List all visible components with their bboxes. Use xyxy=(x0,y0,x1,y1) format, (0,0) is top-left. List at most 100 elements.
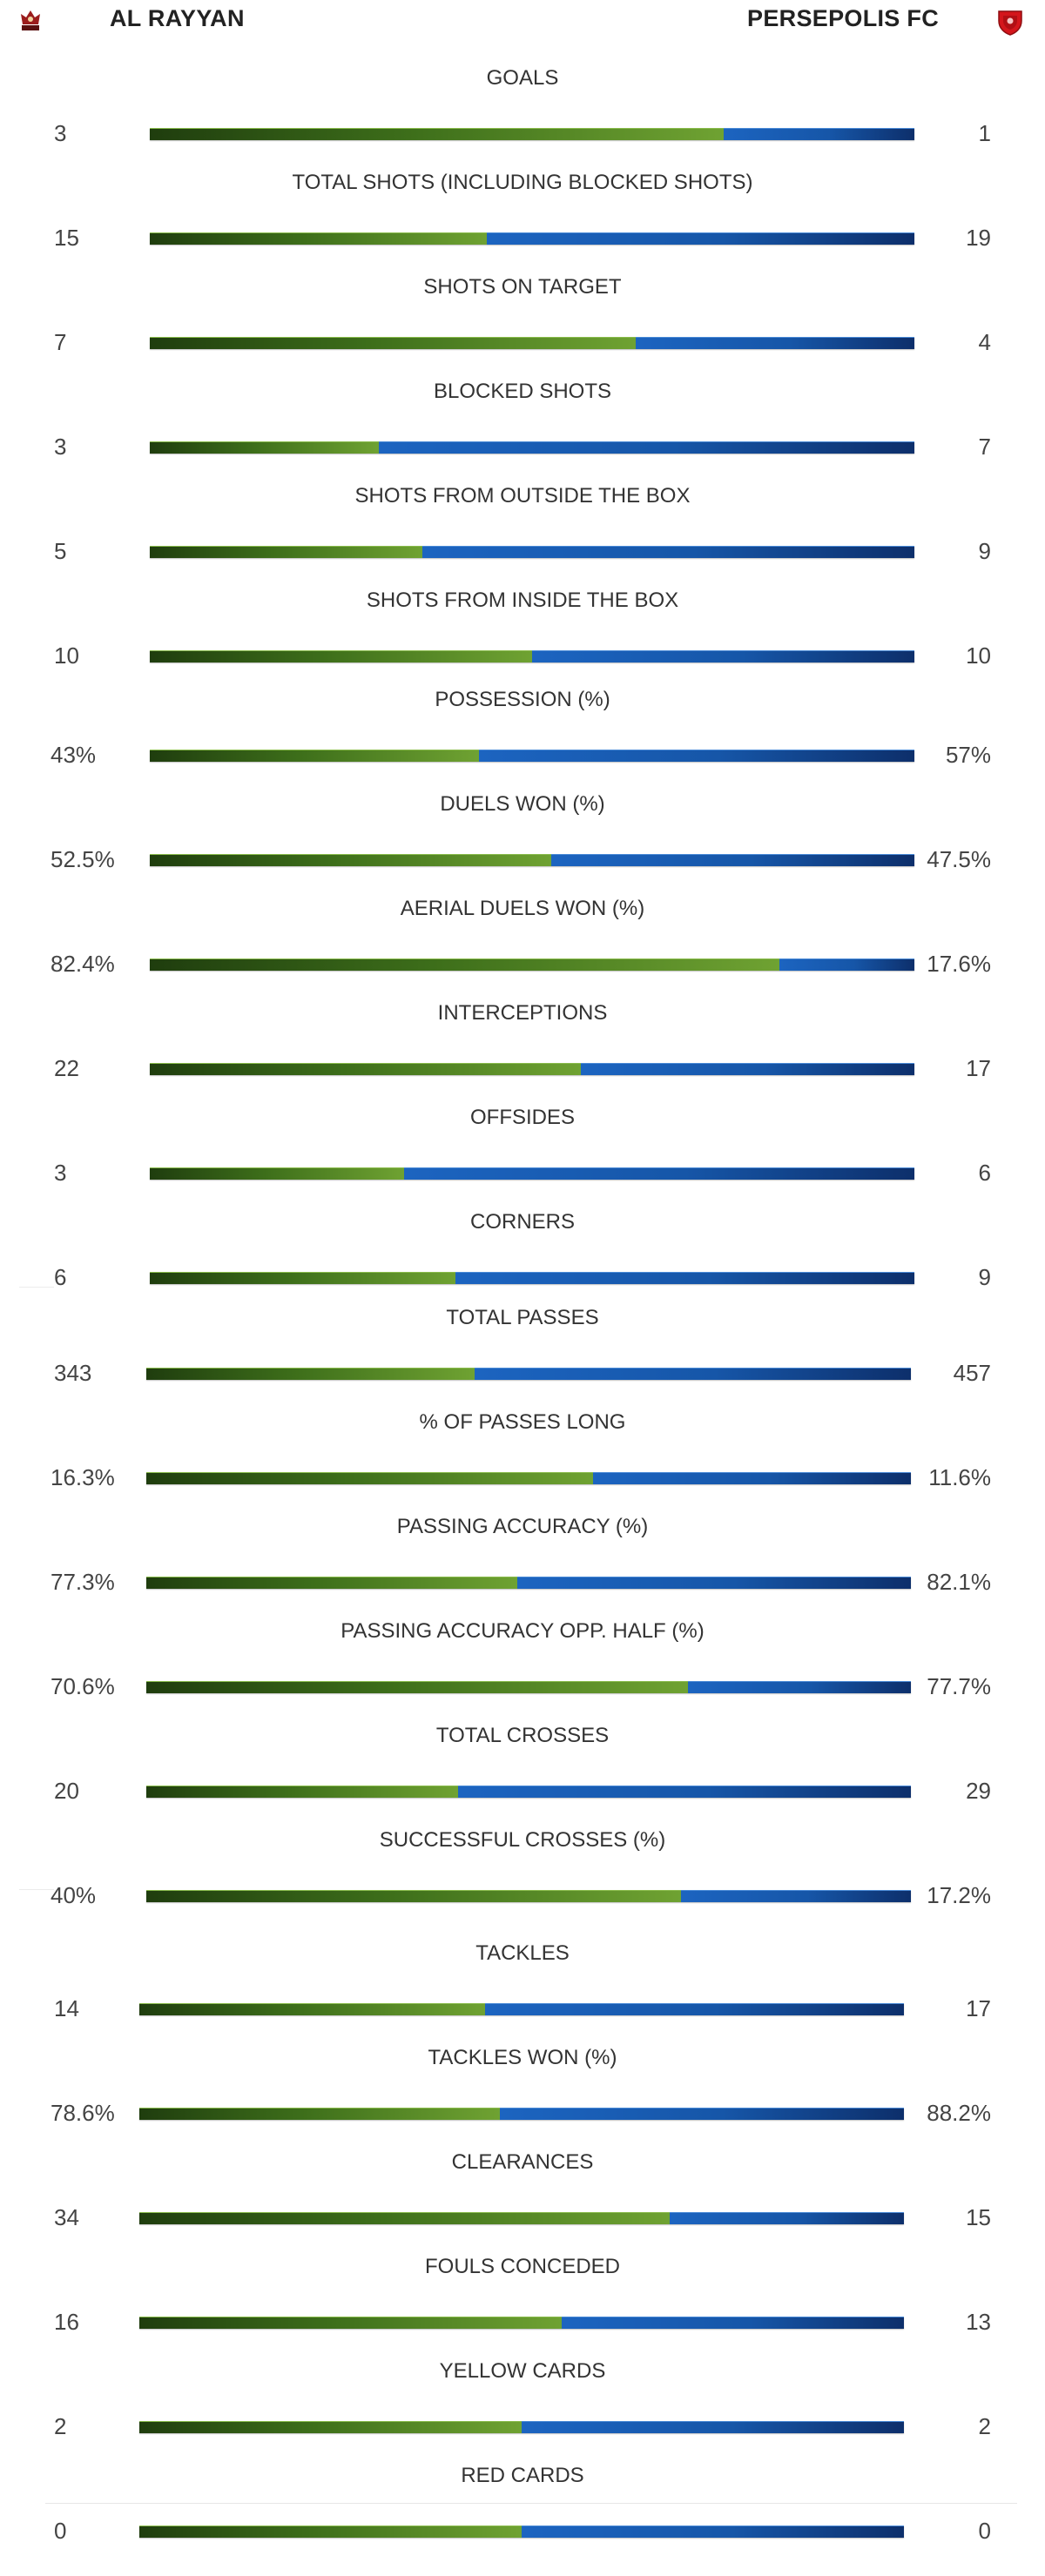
away-value: 7 xyxy=(978,434,991,460)
stat-row: SHOTS FROM INSIDE THE BOX 10 10 xyxy=(0,588,1045,692)
stat-label: SHOTS FROM INSIDE THE BOX xyxy=(366,589,679,612)
stat-row: YELLOW CARDS 2 2 xyxy=(0,2358,1045,2463)
home-value: 7 xyxy=(54,329,67,355)
away-bar-segment xyxy=(522,2421,904,2433)
home-value: 2 xyxy=(54,2413,67,2439)
away-bar-segment xyxy=(516,1577,911,1589)
stat-row: OFFSIDES 3 6 xyxy=(0,1105,1045,1209)
stat-row: POSSESSION (%) 43% 57% xyxy=(0,687,1045,791)
stat-row: TOTAL CROSSES 20 29 xyxy=(0,1723,1045,1827)
stat-row: GOALS 3 1 xyxy=(0,65,1045,170)
stat-label: PASSING ACCURACY (%) xyxy=(396,1515,649,1538)
away-bar-segment xyxy=(670,2212,904,2224)
stat-label: TACKLES WON (%) xyxy=(428,2046,617,2069)
stat-row: BLOCKED SHOTS 3 7 xyxy=(0,379,1045,483)
comparison-bar xyxy=(150,1167,914,1180)
away-value: 17 xyxy=(966,1995,991,2021)
home-value: 43% xyxy=(51,742,97,768)
home-value: 343 xyxy=(54,1360,92,1386)
away-bar-segment xyxy=(487,232,914,245)
away-bar-segment xyxy=(404,1167,914,1180)
stat-row: DUELS WON (%) 52.5% 47.5% xyxy=(0,791,1045,896)
away-value: 17.6% xyxy=(927,951,991,977)
home-bar-segment xyxy=(146,1786,459,1798)
away-value: 4 xyxy=(978,329,991,355)
stat-row: SHOTS FROM OUTSIDE THE BOX 5 9 xyxy=(0,483,1045,588)
comparison-bar xyxy=(139,2003,904,2015)
away-value: 457 xyxy=(953,1360,991,1386)
comparison-bar xyxy=(146,1786,911,1798)
stat-row: SHOTS ON TARGET 7 4 xyxy=(0,274,1045,379)
away-value: 1 xyxy=(978,120,991,146)
home-bar-segment xyxy=(146,1890,681,1902)
away-bar-segment xyxy=(474,1368,911,1380)
stat-label: FOULS CONCEDED xyxy=(424,2255,621,2278)
away-value: 6 xyxy=(978,1160,991,1186)
home-bar-segment xyxy=(146,1577,517,1589)
comparison-bar xyxy=(146,1681,911,1693)
home-bar-segment xyxy=(150,958,780,971)
comparison-bar xyxy=(150,546,914,558)
away-value: 19 xyxy=(966,225,991,251)
home-bar-segment xyxy=(150,232,488,245)
home-value: 15 xyxy=(54,225,79,251)
home-value: 3 xyxy=(54,434,67,460)
away-value: 47.5% xyxy=(927,846,991,872)
home-value: 16 xyxy=(54,2309,79,2335)
comparison-bar xyxy=(139,2108,904,2120)
away-bar-segment xyxy=(458,1786,911,1798)
home-bar-segment xyxy=(139,2317,562,2329)
away-value: 17 xyxy=(966,1055,991,1081)
home-value: 16.3% xyxy=(51,1464,115,1490)
footer-divider xyxy=(45,2503,1017,2504)
away-bar-segment xyxy=(422,546,914,558)
persepolis-crest-icon xyxy=(998,10,1022,36)
stat-row: % OF PASSES LONG 16.3% 11.6% xyxy=(0,1409,1045,1514)
stat-label: RED CARDS xyxy=(461,2464,584,2487)
away-value: 17.2% xyxy=(927,1882,991,1908)
stat-label: % OF PASSES LONG xyxy=(419,1410,626,1434)
stat-label: SHOTS ON TARGET xyxy=(423,275,622,299)
comparison-bar xyxy=(139,2212,904,2224)
home-bar-segment xyxy=(150,337,637,349)
stat-label: AERIAL DUELS WON (%) xyxy=(400,897,645,920)
home-value: 34 xyxy=(54,2204,79,2230)
home-team-name: AL RAYYAN xyxy=(110,5,245,31)
stat-label: GOALS xyxy=(486,66,559,90)
home-bar-segment xyxy=(139,2003,485,2015)
comparison-bar xyxy=(150,128,914,140)
comparison-bar xyxy=(146,1472,911,1484)
stat-row: TOTAL PASSES 343 457 xyxy=(0,1305,1045,1409)
away-bar-segment xyxy=(592,1472,911,1484)
stat-row: CORNERS 6 9 xyxy=(0,1209,1045,1314)
stat-label: DUELS WON (%) xyxy=(440,792,605,816)
stat-label: BLOCKED SHOTS xyxy=(433,380,612,403)
away-team-name: PERSEPOLIS FC xyxy=(747,5,939,31)
home-bar-segment xyxy=(139,2421,522,2433)
stat-row: TACKLES WON (%) 78.6% 88.2% xyxy=(0,2045,1045,2149)
away-value: 29 xyxy=(966,1778,991,1804)
home-bar-segment xyxy=(139,2526,522,2538)
stat-row: TOTAL SHOTS (INCLUDING BLOCKED SHOTS) 15 1… xyxy=(0,170,1045,274)
home-value: 77.3% xyxy=(51,1569,115,1595)
divider-line xyxy=(19,1889,54,1890)
away-value: 11.6% xyxy=(928,1464,991,1490)
away-value: 0 xyxy=(978,2518,991,2544)
comparison-bar xyxy=(150,854,914,866)
stat-label: CORNERS xyxy=(469,1210,575,1234)
away-bar-segment xyxy=(680,1890,911,1902)
comparison-bar xyxy=(150,958,914,971)
stat-label: INTERCEPTIONS xyxy=(437,1001,608,1025)
away-bar-segment xyxy=(636,337,914,349)
home-value: 14 xyxy=(54,1995,79,2021)
away-value: 13 xyxy=(966,2309,991,2335)
stat-label: CLEARANCES xyxy=(451,2150,594,2174)
home-bar-segment xyxy=(146,1368,475,1380)
comparison-bar xyxy=(150,1272,914,1284)
away-bar-segment xyxy=(522,2526,904,2538)
stat-row: FOULS CONCEDED 16 13 xyxy=(0,2254,1045,2358)
stat-row: RED CARDS 0 0 xyxy=(0,2463,1045,2567)
away-bar-segment xyxy=(455,1272,914,1284)
home-value: 20 xyxy=(54,1778,79,1804)
comparison-bar xyxy=(146,1368,911,1380)
